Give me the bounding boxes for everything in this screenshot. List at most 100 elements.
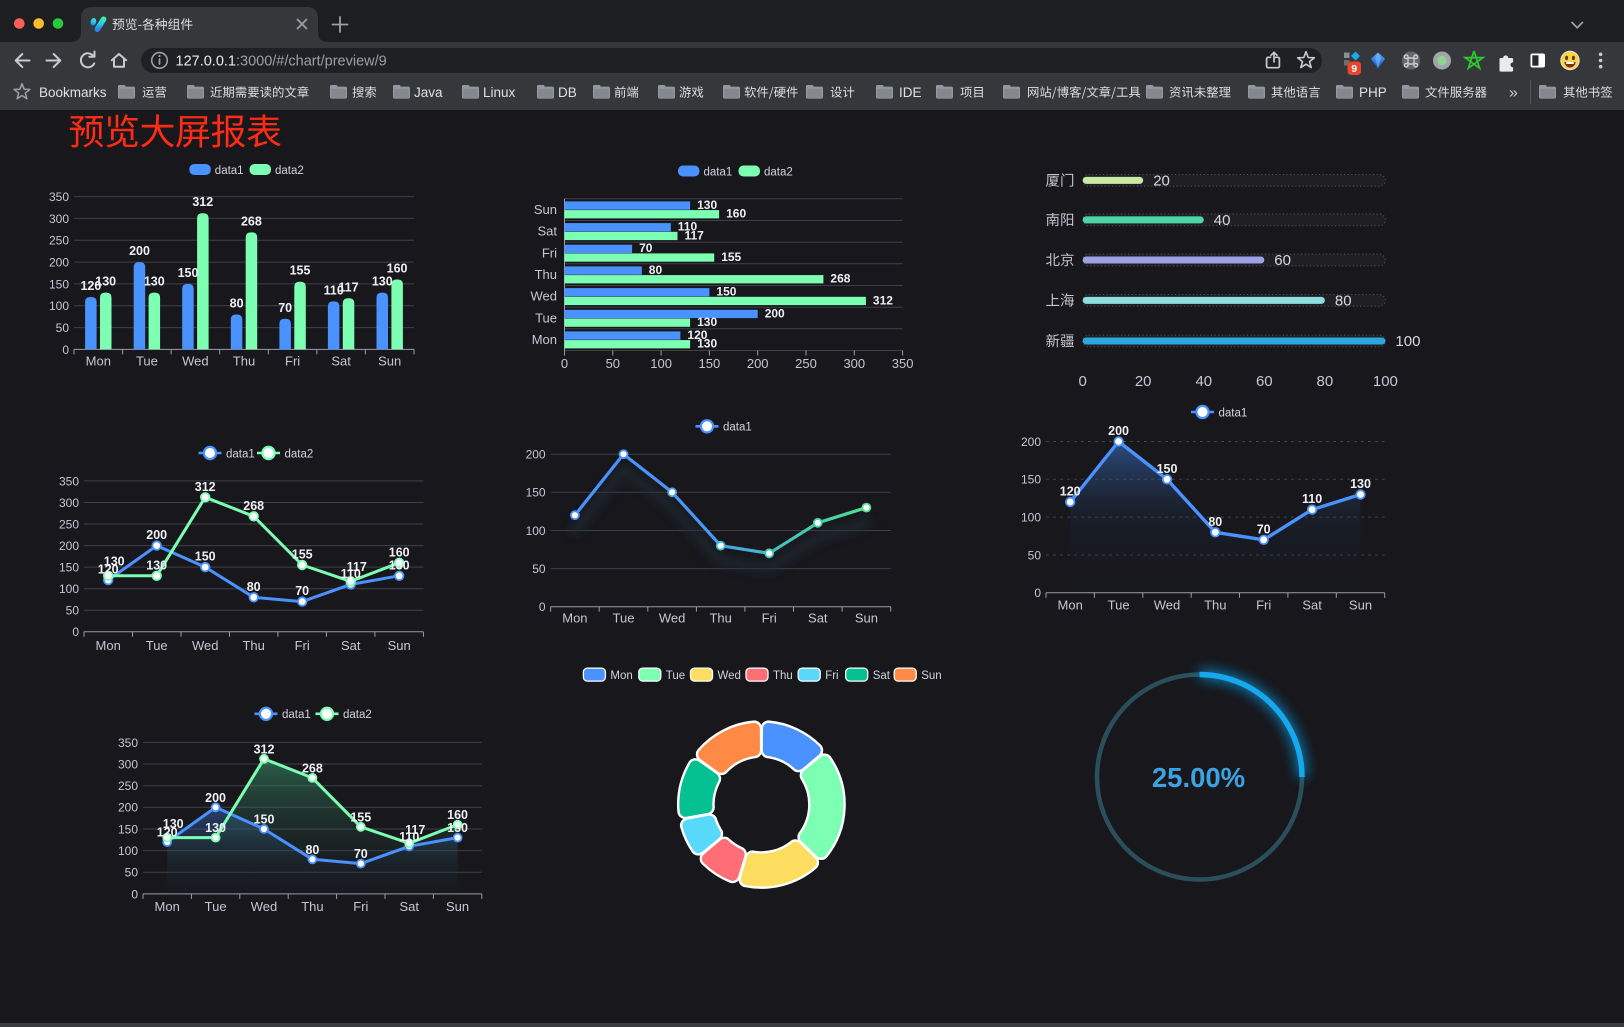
svg-text:50: 50: [1028, 548, 1042, 562]
svg-text:Tue: Tue: [146, 638, 168, 653]
svg-text:Wed: Wed: [718, 670, 741, 682]
svg-text:268: 268: [302, 761, 323, 775]
svg-text:100: 100: [1395, 333, 1420, 350]
svg-text:PHP: PHP: [1359, 85, 1387, 100]
svg-text:150: 150: [716, 285, 736, 299]
svg-text:300: 300: [843, 356, 865, 371]
svg-text:150: 150: [254, 813, 275, 827]
svg-text:Sun: Sun: [378, 354, 401, 369]
svg-text:60: 60: [1274, 252, 1291, 269]
svg-text:70: 70: [354, 847, 368, 861]
svg-text:Fri: Fri: [762, 611, 777, 626]
svg-text:80: 80: [305, 843, 319, 857]
svg-text:Wed: Wed: [192, 638, 219, 653]
svg-text:150: 150: [49, 277, 69, 291]
svg-text:130: 130: [697, 315, 717, 329]
svg-text:80: 80: [230, 297, 244, 311]
svg-text:50: 50: [56, 321, 70, 335]
svg-text:250: 250: [49, 234, 69, 248]
svg-text:Wed: Wed: [1154, 598, 1181, 613]
svg-text:120: 120: [98, 563, 119, 577]
svg-text:Fri: Fri: [825, 670, 838, 682]
svg-text:200: 200: [118, 801, 138, 815]
svg-text:200: 200: [146, 528, 167, 542]
svg-text:data1: data1: [704, 166, 733, 178]
svg-text:130: 130: [104, 554, 125, 568]
svg-text:data2: data2: [275, 165, 304, 177]
svg-text:25.00%: 25.00%: [1152, 762, 1245, 793]
svg-text:Fri: Fri: [295, 638, 310, 653]
svg-text:110: 110: [1302, 492, 1322, 506]
svg-text:40: 40: [1195, 373, 1212, 390]
svg-text:200: 200: [59, 539, 79, 553]
svg-text:Mon: Mon: [155, 899, 180, 914]
svg-text:130: 130: [389, 558, 410, 572]
svg-text:130: 130: [1350, 477, 1371, 491]
svg-text:130: 130: [146, 558, 167, 572]
svg-text:80: 80: [1208, 515, 1222, 529]
svg-text:300: 300: [49, 212, 69, 226]
svg-text:160: 160: [389, 545, 410, 559]
svg-text:Thu: Thu: [301, 899, 323, 914]
svg-text:350: 350: [49, 190, 69, 204]
svg-text:Mon: Mon: [1058, 598, 1083, 613]
svg-text:100: 100: [1373, 373, 1398, 390]
svg-text:200: 200: [205, 791, 226, 805]
svg-text:150: 150: [118, 822, 138, 836]
svg-text:150: 150: [178, 266, 199, 280]
svg-text:Sat: Sat: [537, 224, 557, 239]
svg-text:117: 117: [405, 823, 425, 837]
svg-text:Java: Java: [414, 85, 443, 100]
svg-text:200: 200: [1108, 424, 1129, 438]
svg-text:200: 200: [129, 244, 150, 258]
svg-text:250: 250: [59, 517, 79, 531]
svg-text:250: 250: [118, 779, 138, 793]
svg-text:Thu: Thu: [773, 670, 793, 682]
svg-text:IDE: IDE: [899, 85, 922, 100]
svg-text:268: 268: [241, 214, 262, 228]
svg-text:Tue: Tue: [613, 611, 635, 626]
svg-text:Thu: Thu: [709, 611, 731, 626]
svg-text:268: 268: [243, 499, 264, 513]
svg-text:Fri: Fri: [1256, 598, 1271, 613]
svg-text:Fri: Fri: [542, 245, 557, 260]
svg-text:130: 130: [372, 275, 393, 289]
svg-text:150: 150: [195, 550, 216, 564]
svg-text:Bookmarks: Bookmarks: [39, 85, 107, 100]
svg-text:100: 100: [118, 844, 138, 858]
svg-text:110: 110: [324, 283, 344, 297]
svg-text:120: 120: [687, 328, 707, 342]
svg-text:110: 110: [678, 220, 698, 234]
svg-text:80: 80: [649, 263, 663, 277]
svg-text:80: 80: [1335, 293, 1352, 310]
svg-text:160: 160: [447, 808, 468, 822]
svg-text:130: 130: [95, 275, 116, 289]
svg-text:127.0.0.1:3000/#/chart/preview: 127.0.0.1:3000/#/chart/preview/9: [176, 53, 387, 69]
svg-text:70: 70: [639, 241, 653, 255]
svg-text:Sun: Sun: [534, 202, 557, 217]
svg-text:130: 130: [144, 275, 165, 289]
svg-text:150: 150: [1021, 473, 1041, 487]
svg-text:Thu: Thu: [233, 354, 255, 369]
svg-text:9: 9: [1351, 63, 1357, 75]
svg-text:data2: data2: [764, 166, 793, 178]
svg-text:70: 70: [278, 301, 292, 315]
svg-text:312: 312: [873, 293, 893, 307]
svg-text:200: 200: [747, 356, 769, 371]
svg-text:200: 200: [1021, 435, 1041, 449]
svg-text:312: 312: [254, 742, 275, 756]
svg-text:160: 160: [387, 262, 408, 276]
svg-text:Thu: Thu: [1204, 598, 1226, 613]
svg-text:Thu: Thu: [242, 638, 264, 653]
svg-text:50: 50: [532, 562, 546, 576]
svg-text:Tue: Tue: [666, 670, 685, 682]
svg-text:0: 0: [62, 343, 69, 357]
svg-text:data2: data2: [343, 709, 372, 721]
svg-text:155: 155: [350, 810, 371, 824]
svg-text:50: 50: [606, 356, 620, 371]
svg-text:100: 100: [526, 524, 546, 538]
svg-text:200: 200: [49, 256, 69, 270]
svg-text:data1: data1: [215, 165, 244, 177]
svg-text:70: 70: [1257, 522, 1271, 536]
svg-text:Sat: Sat: [331, 354, 351, 369]
